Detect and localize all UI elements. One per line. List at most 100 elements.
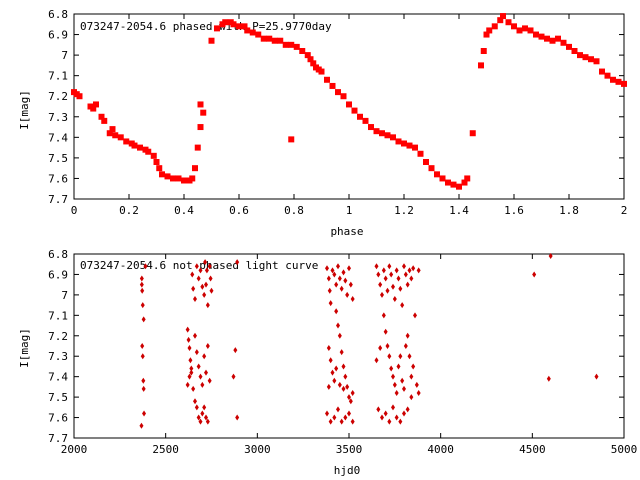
- phased-ytick-label: 7.6: [48, 172, 68, 185]
- phased-data-point: [434, 171, 440, 178]
- unphased-data-point: [383, 410, 388, 417]
- unphased-data-point: [141, 385, 146, 392]
- phased-data-point: [412, 144, 418, 151]
- phased-data-point: [236, 23, 242, 30]
- phased-data-point: [131, 142, 138, 149]
- unphased-data-point: [140, 343, 145, 349]
- unphased-data-point: [398, 353, 403, 360]
- phased-data-point: [621, 80, 627, 87]
- unphased-data-point: [198, 373, 203, 380]
- phased-data-point: [527, 27, 534, 34]
- phased-data-point: [137, 144, 143, 151]
- unphased-ytick-label: 7.2: [48, 330, 68, 343]
- phased-data-point: [511, 23, 517, 30]
- phased-xtick-label: 0.2: [119, 204, 139, 217]
- unphased-data-point: [200, 283, 205, 290]
- phased-data-point: [112, 132, 119, 139]
- phased-data-point: [357, 113, 363, 120]
- unphased-data-point: [394, 267, 399, 274]
- phased-data-point: [117, 134, 124, 141]
- unphased-data-point: [140, 353, 145, 360]
- unphased-data-point: [204, 281, 208, 288]
- unphased-data-point: [139, 422, 144, 429]
- unphased-data-point: [207, 377, 212, 384]
- phased-ytick-label: 6.8: [48, 8, 68, 21]
- unphased-data-point: [394, 414, 399, 421]
- phased-data-point: [516, 27, 523, 34]
- unphased-plot-frame: [73, 253, 625, 439]
- unphased-data-point: [380, 414, 384, 421]
- unphased-data-point: [209, 287, 214, 294]
- unphased-data-point: [336, 263, 340, 270]
- phased-data-point: [615, 78, 622, 85]
- unphased-data-point: [409, 394, 414, 401]
- phased-data-point: [379, 130, 385, 137]
- unphased-data-point: [326, 345, 331, 352]
- phased-data-point: [582, 54, 589, 61]
- unphased-data-point: [409, 275, 414, 282]
- unphased-data-point: [326, 275, 331, 282]
- phased-data-point: [566, 43, 572, 50]
- unphased-data-point: [385, 287, 390, 294]
- unphased-data-point: [389, 365, 394, 372]
- unphased-data-point: [142, 410, 147, 417]
- unphased-data-point: [350, 295, 355, 302]
- unphased-data-point: [189, 365, 194, 372]
- phased-data-point: [249, 29, 256, 36]
- unphased-ytick-label: 6.9: [48, 268, 68, 281]
- unphased-data-point: [341, 385, 346, 392]
- unphased-data-point: [546, 375, 551, 382]
- unphased-data-point: [334, 365, 339, 372]
- unphased-data-point: [411, 363, 416, 370]
- unphased-data-point: [205, 343, 210, 349]
- phased-data-point: [368, 124, 374, 131]
- phased-data-point: [491, 23, 498, 30]
- unphased-data-point: [398, 418, 403, 425]
- unphased-data-point: [341, 363, 346, 370]
- unphased-data-point: [185, 326, 190, 333]
- unphased-data-point: [387, 353, 392, 360]
- phased-data-point: [384, 132, 391, 139]
- phased-data-point: [98, 113, 105, 120]
- unphased-data-point: [200, 410, 205, 417]
- unphased-xtick-label: 4500: [519, 443, 546, 456]
- phased-data-point: [159, 171, 165, 178]
- unphased-data-point: [202, 291, 207, 298]
- unphased-data-point: [387, 418, 392, 425]
- phased-data-point: [560, 39, 567, 46]
- phased-data-point: [293, 43, 300, 50]
- unphased-data-point: [383, 328, 388, 335]
- phased-ytick-label: 7.4: [48, 131, 68, 144]
- unphased-data-point: [337, 275, 342, 282]
- unphased-data-point: [378, 281, 383, 288]
- phased-data-point: [538, 33, 545, 40]
- unphased-xtick-label: 5000: [611, 443, 638, 456]
- unphased-data-point: [383, 275, 388, 282]
- phased-data-point: [549, 37, 556, 44]
- phased-data-point: [423, 159, 429, 165]
- unphased-ylabel: I[mag]: [18, 328, 31, 368]
- phased-data-point: [109, 126, 116, 133]
- phased-data-point: [282, 41, 289, 48]
- phased-data-point: [577, 52, 583, 59]
- unphased-data-point: [139, 281, 144, 288]
- unphased-ytick-label: 7.7: [48, 432, 68, 445]
- phased-data-point: [189, 175, 196, 182]
- unphased-data-point: [548, 253, 553, 260]
- unphased-data-point: [187, 373, 192, 380]
- phased-data-point: [500, 13, 506, 20]
- phased-data-point: [260, 35, 267, 42]
- phased-data-point: [571, 48, 578, 54]
- phased-ytick-label: 7.2: [48, 90, 68, 103]
- phased-data-point: [464, 175, 471, 182]
- unphased-data-point: [143, 263, 148, 270]
- unphased-ytick-label: 7.5: [48, 391, 68, 404]
- unphased-data-point: [381, 267, 386, 274]
- phased-data-point: [351, 107, 358, 114]
- unphased-data-point: [343, 414, 348, 421]
- phased-plot-title: 073247-2054.6 phased with P=25.9770day: [80, 20, 332, 33]
- phased-data-point: [445, 179, 451, 186]
- phased-data-point: [255, 31, 262, 38]
- unphased-data-point: [188, 357, 193, 364]
